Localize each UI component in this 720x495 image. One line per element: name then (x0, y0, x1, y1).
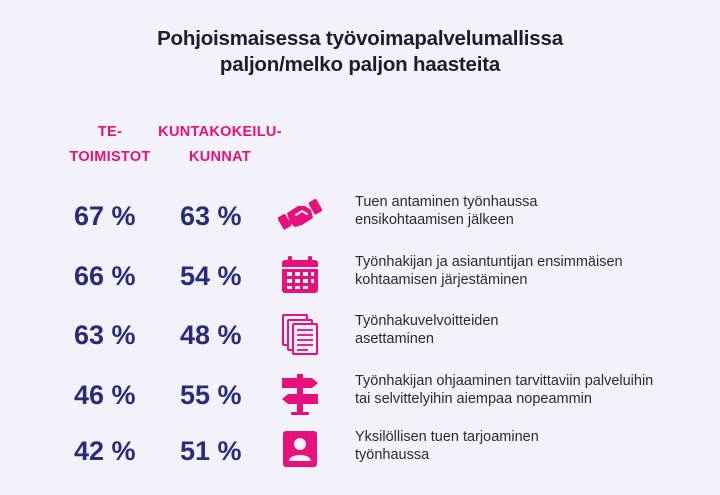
column-header-te-toimistot: TE- TOIMISTOT (55, 120, 165, 170)
value-te-toimistot: 63 % (74, 320, 136, 350)
row-label: Tuen antaminen työnhaussa ensikohtaamise… (355, 193, 705, 229)
value-kuntakokeilukunnat: 54 % (180, 261, 242, 291)
value-kuntakokeilukunnat: 48 % (180, 320, 242, 350)
row-label: Työnhakijan ja asiantuntijan ensimmäisen… (355, 253, 705, 289)
user-badge-icon (278, 428, 322, 472)
table-row: 63 % 48 % Työnhakuvelvoitteiden asettami… (0, 312, 720, 368)
handshake-icon (278, 193, 322, 237)
row-label-line: Työnhakijan ohjaaminen tarvittaviin palv… (355, 373, 654, 389)
value-te-toimistot: 66 % (74, 261, 136, 291)
row-label-line: Työnhakuvelvoitteiden (355, 313, 499, 329)
calendar-icon (278, 253, 322, 297)
value-kuntakokeilukunnat: 55 % (180, 380, 242, 410)
documents-icon (278, 312, 322, 356)
row-label-line: ensikohtaamisen jälkeen (355, 212, 514, 228)
row-label: Työnhakuvelvoitteiden asettaminen (355, 312, 705, 348)
row-label: Yksilöllisen tuen tarjoaminen työnhaussa (355, 428, 705, 464)
column-header-line: KUNTAKOKEILU- (158, 124, 282, 140)
row-label-line: Työnhakijan ja asiantuntijan ensimmäisen (355, 254, 623, 270)
value-te-toimistot: 42 % (74, 436, 136, 466)
value-kuntakokeilukunnat: 51 % (180, 436, 242, 466)
row-label-line: Tuen antaminen työnhaussa (355, 194, 538, 210)
column-header-line: TE- (97, 124, 123, 140)
row-label-line: asettaminen (355, 331, 434, 347)
row-label-line: kohtaamisen järjestäminen (355, 272, 528, 288)
column-header-line: TOIMISTOT (69, 149, 151, 165)
value-te-toimistot: 46 % (74, 380, 136, 410)
row-label: Työnhakijan ohjaaminen tarvittaviin palv… (355, 372, 705, 408)
value-kuntakokeilukunnat: 63 % (180, 201, 242, 231)
row-label-line: työnhaussa (355, 447, 430, 463)
signpost-icon (278, 372, 322, 416)
chart-title: Pohjoismaisessa työvoimapalvelumallissa … (0, 26, 720, 78)
chart-title-line-1: Pohjoismaisessa työvoimapalvelumallissa (157, 27, 563, 50)
column-header-kuntakokeilukunnat: KUNTAKOKEILU- KUNNAT (150, 120, 290, 170)
row-label-line: Yksilöllisen tuen tarjoaminen (355, 429, 539, 445)
chart-title-line-2: paljon/melko paljon haasteita (219, 53, 501, 76)
table-row: 46 % 55 % Työnhakijan ohjaaminen tarvitt… (0, 372, 720, 428)
value-te-toimistot: 67 % (74, 201, 136, 231)
row-label-line: tai selvittelyihin aiempaa nopeammin (355, 391, 592, 407)
table-row: 67 % 63 % Tuen antaminen työnhaussa ensi… (0, 193, 720, 249)
table-row: 42 % 51 % Yksilöllisen tuen tarjoaminen … (0, 428, 720, 484)
table-row: 66 % 54 % Työnhakijan ja asiantuntijan e… (0, 253, 720, 309)
column-header-line: KUNNAT (189, 149, 251, 165)
